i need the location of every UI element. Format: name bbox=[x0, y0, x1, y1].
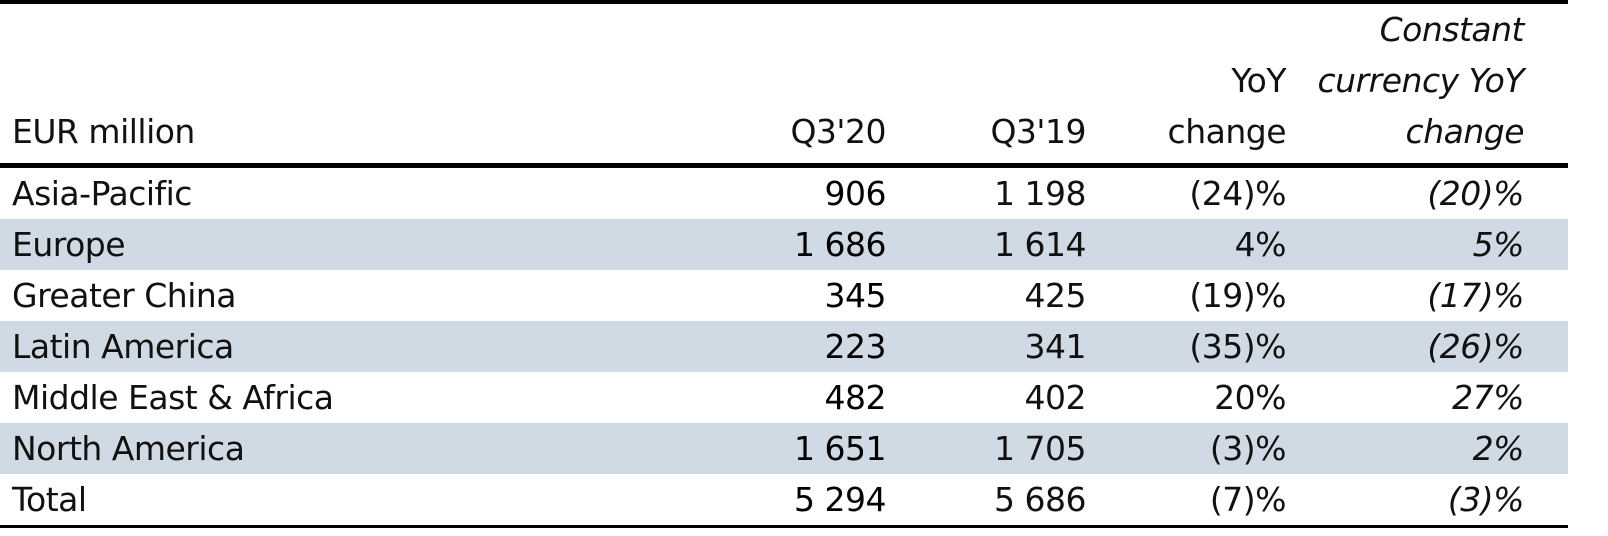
cell-q320: 345 bbox=[824, 276, 887, 315]
cell-yoy-change: (7)% bbox=[1096, 474, 1296, 528]
cell-q319: 1 614 bbox=[896, 219, 1096, 270]
row-label: Asia-Pacific bbox=[12, 174, 192, 213]
cell-constant-currency-change: 5% bbox=[1296, 219, 1568, 270]
table-row: Greater China 345 425 (19)% (17)% bbox=[0, 270, 1568, 321]
cell-q320: 906 bbox=[824, 174, 887, 213]
cell-q319: 425 bbox=[1024, 276, 1087, 315]
header-constant-currency-change: Constant currency YoY change bbox=[1296, 4, 1568, 168]
cell-yoy-change: 20% bbox=[1214, 378, 1286, 417]
cell-q320: 482 bbox=[824, 378, 887, 417]
cell-constant-currency-change: (20)% bbox=[1427, 174, 1524, 213]
header-eur-million: EUR million bbox=[0, 4, 706, 168]
cell-yoy-change: 4% bbox=[1096, 219, 1296, 270]
row-label: Latin America bbox=[0, 321, 706, 372]
cell-constant-currency-change: (17)% bbox=[1427, 276, 1524, 315]
cell-q319: 1 198 bbox=[994, 174, 1086, 213]
table-row: North America 1 651 1 705 (3)% 2% bbox=[0, 423, 1568, 474]
cell-yoy-change: (19)% bbox=[1189, 276, 1286, 315]
header-q320: Q3'20 bbox=[706, 4, 896, 168]
top-rule bbox=[0, 0, 1568, 4]
table-row: Latin America 223 341 (35)% (26)% bbox=[0, 321, 1568, 372]
cell-q319: 402 bbox=[1024, 378, 1087, 417]
cell-yoy-change: (3)% bbox=[1096, 423, 1296, 474]
table-body: Asia-Pacific 906 1 198 (24)% (20)% Europe 1 68… bbox=[0, 166, 1568, 528]
cell-yoy-change: (24)% bbox=[1189, 174, 1286, 213]
table-row: Europe 1 686 1 614 4% 5% bbox=[0, 219, 1568, 270]
row-label: Europe bbox=[0, 219, 706, 270]
cell-q320: 223 bbox=[706, 321, 896, 372]
cell-yoy-change: (35)% bbox=[1096, 321, 1296, 372]
table-row: Middle East & Africa 482 402 20% 27% bbox=[0, 372, 1568, 423]
cell-q319: 1 705 bbox=[896, 423, 1096, 474]
row-label: Total bbox=[0, 474, 706, 528]
cell-q319: 5 686 bbox=[896, 474, 1096, 528]
header-yoy-line2: change bbox=[1167, 112, 1287, 151]
cell-q319: 341 bbox=[896, 321, 1096, 372]
cell-constant-currency-change: 2% bbox=[1296, 423, 1568, 474]
cell-constant-currency-change: (3)% bbox=[1296, 474, 1568, 528]
cell-q320: 5 294 bbox=[706, 474, 896, 528]
header-row: EUR million Q3'20 Q3'19 YoY change Const… bbox=[0, 4, 1568, 168]
table-row: Asia-Pacific 906 1 198 (24)% (20)% bbox=[0, 166, 1568, 220]
cell-q320: 1 651 bbox=[706, 423, 896, 474]
header-cc-line3: change bbox=[1405, 112, 1525, 151]
row-label: Middle East & Africa bbox=[12, 378, 334, 417]
header-cc-line1: Constant bbox=[1379, 10, 1525, 49]
total-row: Total 5 294 5 686 (7)% (3)% bbox=[0, 474, 1568, 528]
header-cc-line2: currency YoY bbox=[1317, 61, 1525, 100]
header-yoy-change: YoY change bbox=[1096, 4, 1296, 168]
row-label: Greater China bbox=[12, 276, 237, 315]
cell-constant-currency-change: 27% bbox=[1452, 378, 1524, 417]
header-yoy-line1: YoY bbox=[1231, 61, 1286, 100]
net-sales-by-region-table: EUR million Q3'20 Q3'19 YoY change Const… bbox=[0, 4, 1568, 528]
header-q319: Q3'19 bbox=[896, 4, 1096, 168]
row-label: North America bbox=[0, 423, 706, 474]
cell-constant-currency-change: (26)% bbox=[1296, 321, 1568, 372]
cell-q320: 1 686 bbox=[706, 219, 896, 270]
financial-table-container: EUR million Q3'20 Q3'19 YoY change Const… bbox=[0, 0, 1568, 528]
